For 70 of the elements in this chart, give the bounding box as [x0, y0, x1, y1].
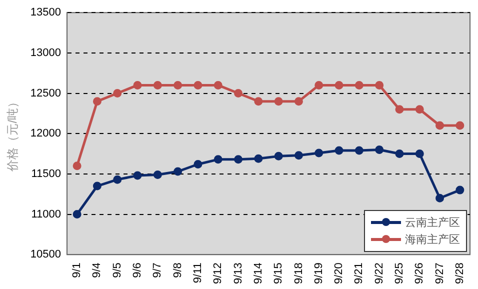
x-tick-label: 9/26 — [414, 262, 426, 284]
point — [456, 121, 464, 130]
x-tick-label: 9/15 — [272, 262, 285, 284]
y-axis-title: 价格（元/吨） — [6, 96, 20, 172]
x-tick-label: 9/13 — [232, 262, 244, 284]
x-tick-label: 9/22 — [373, 262, 386, 284]
x-tick-label: 9/1 — [71, 262, 84, 278]
point — [314, 148, 324, 158]
x-tick-label: 9/18 — [292, 262, 305, 284]
x-tick-label: 9/19 — [312, 262, 325, 284]
x-tick-label: 9/11 — [192, 262, 204, 284]
y-tick-label: 12000 — [30, 128, 61, 140]
point — [274, 97, 283, 106]
point — [254, 154, 263, 163]
point — [92, 97, 102, 106]
point — [254, 97, 263, 106]
point — [436, 121, 444, 130]
point — [234, 89, 243, 98]
point — [354, 80, 364, 90]
x-tick-label: 9/28 — [454, 262, 466, 284]
point — [153, 80, 162, 90]
point — [133, 80, 142, 90]
x-tick-label: 9/14 — [252, 262, 264, 284]
point — [314, 80, 324, 90]
x-tick-label: 9/27 — [434, 262, 446, 284]
point — [294, 151, 303, 160]
x-tick-label: 9/25 — [394, 262, 406, 284]
legend-label: 云南主产区 — [405, 214, 460, 230]
point — [72, 210, 82, 219]
point — [415, 150, 424, 158]
point — [456, 186, 464, 194]
x-tick-label: 9/6 — [132, 262, 144, 278]
point — [113, 89, 122, 98]
point — [375, 80, 384, 90]
x-tick-label: 9/8 — [172, 262, 184, 278]
point — [274, 152, 283, 160]
x-tick-label: 9/20 — [333, 262, 346, 284]
y-tick-label: 12500 — [30, 87, 61, 100]
point — [234, 155, 243, 164]
legend-label: 海南主产区 — [405, 232, 460, 247]
point — [415, 105, 424, 114]
point — [214, 80, 222, 90]
point — [194, 80, 202, 90]
x-tick-label: 9/12 — [212, 262, 224, 284]
y-tick-label: 11500 — [31, 168, 61, 180]
point — [92, 182, 102, 190]
point — [334, 146, 344, 155]
point — [395, 105, 404, 114]
point — [72, 162, 82, 170]
y-tick-label: 13500 — [30, 6, 61, 19]
point — [214, 155, 222, 164]
y-tick-label: 11000 — [31, 208, 61, 220]
y-tick-label: 10500 — [30, 248, 61, 261]
point — [153, 170, 162, 179]
point — [174, 167, 182, 176]
point — [194, 160, 202, 168]
point — [113, 175, 122, 184]
x-tick-label: 9/7 — [152, 262, 164, 278]
point — [354, 146, 364, 155]
x-tick-label: 9/5 — [111, 262, 124, 278]
point — [436, 194, 444, 202]
x-tick-label: 9/4 — [91, 262, 104, 278]
point — [375, 145, 384, 154]
point — [294, 97, 303, 106]
point — [395, 150, 404, 158]
x-tick-label: 9/21 — [353, 262, 366, 284]
point — [133, 171, 142, 180]
point — [334, 80, 344, 90]
point — [174, 80, 182, 90]
y-tick-label: 13000 — [30, 46, 61, 59]
